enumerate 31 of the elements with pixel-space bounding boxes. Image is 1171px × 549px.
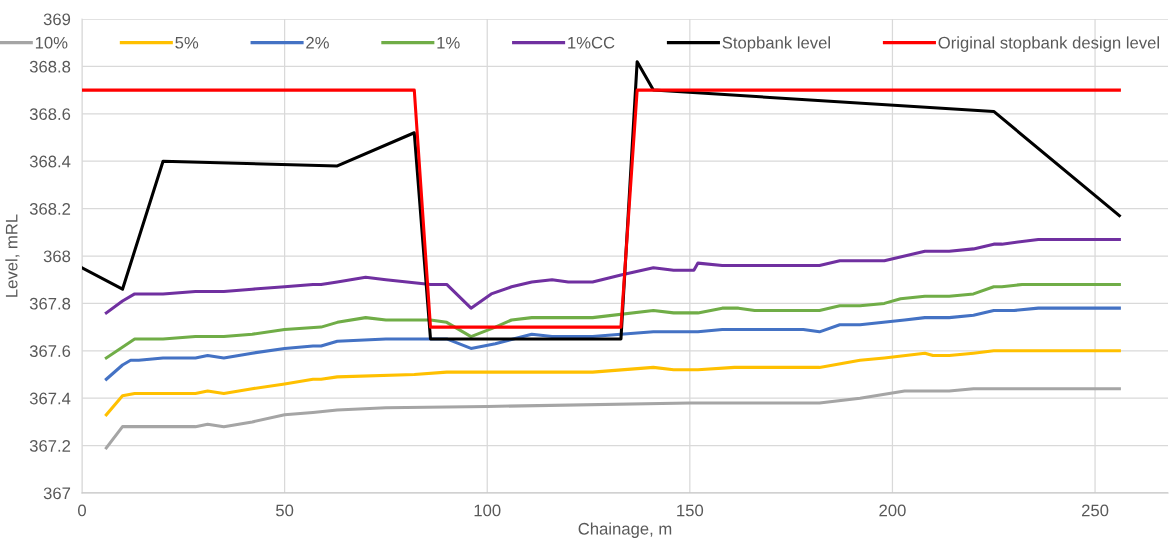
y-tick-label: 368.8	[29, 60, 71, 73]
line-series	[104, 237, 1121, 315]
y-tick-label: 367.2	[29, 440, 71, 452]
y-tick-label: 368.6	[29, 108, 71, 120]
y-tick-label: 367.4	[29, 392, 71, 405]
x-tick-label: 150	[677, 504, 704, 517]
legend-label: 1%	[437, 36, 460, 49]
legend-label: 5%	[175, 36, 199, 49]
y-tick-label: 368.4	[29, 155, 71, 168]
y-tick-label: 368	[43, 250, 71, 263]
y-axis-title: Level, mRL	[5, 214, 20, 297]
line-series	[104, 349, 1121, 417]
y-tick-label: 368.2	[29, 203, 71, 215]
line-series	[104, 306, 1121, 381]
legend-label: Original stopbank design level	[938, 36, 1159, 52]
x-tick-label: 50	[276, 504, 294, 517]
y-tick-label: 369	[43, 13, 71, 26]
legend-label: Stopbank level	[722, 36, 830, 52]
legend-label: 2%	[306, 36, 329, 49]
line-series	[104, 387, 1121, 450]
x-tick-label: 100	[474, 504, 501, 517]
y-tick-label: 367.8	[29, 297, 71, 310]
y-tick-label: 367	[43, 487, 71, 500]
y-tick-label: 367.6	[29, 345, 71, 357]
line-series	[104, 282, 1121, 360]
x-axis-title: Chainage, m	[578, 522, 672, 538]
legend-label: 1%CC	[568, 36, 615, 49]
x-tick-label: 250	[1082, 504, 1109, 517]
legend-label: 10%	[35, 36, 68, 49]
x-tick-label: 0	[78, 504, 86, 517]
x-tick-label: 200	[879, 504, 906, 517]
